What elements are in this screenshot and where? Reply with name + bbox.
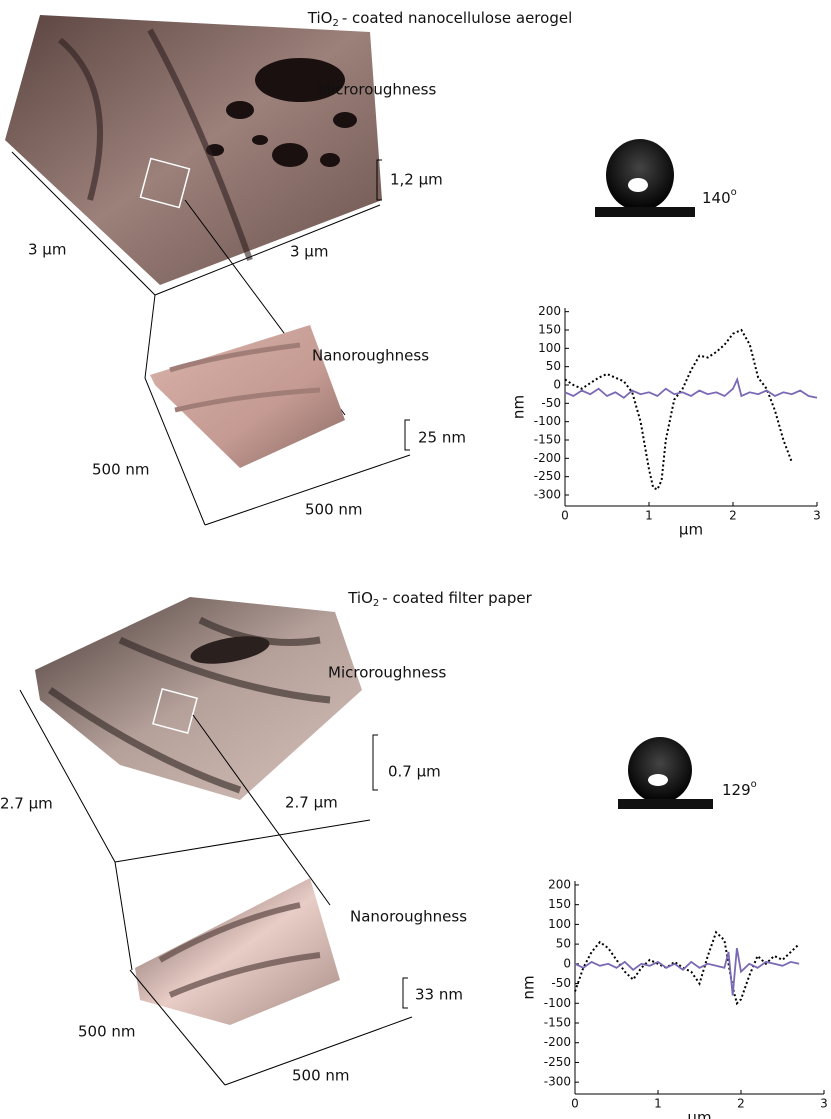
angle-unit: o [731,187,737,198]
micro-surface [20,597,378,970]
nano-side: 500 nm [92,461,150,479]
title-sub: 2 [373,598,379,609]
panel-title: TiO2 - coated nanocellulose aerogel [307,9,572,30]
y-tick-label: 100 [538,341,561,355]
title-part: - coated nanocellulose aerogel [342,9,572,27]
x-tick-label: 0 [571,1097,579,1111]
nano-side: 500 nm [305,501,363,519]
series-line [565,330,792,490]
figure: TiO2- coated nanocellulose aerogel Micro… [0,0,831,1119]
contact-angle: 129o [722,779,757,799]
y-tick-label: -100 [534,414,561,428]
y-tick-label: -300 [544,1075,571,1089]
micro-height: 1,2 µm [390,171,443,189]
nano-height: 33 nm [415,986,463,1004]
y-tick-label: -200 [534,451,561,465]
series-line [565,380,817,398]
angle: 129 [722,781,751,799]
y-tick-label: 0 [563,956,571,970]
droplet [595,139,695,217]
x-tick-label: 0 [561,509,569,523]
y-tick-label: 100 [548,917,571,931]
y-tick-label: 0 [553,378,561,392]
y-tick-label: -200 [544,1035,571,1049]
panel-title: TiO2- coated filter paper [347,589,532,610]
y-tick-label: -100 [544,996,571,1010]
micro-label: Microroughness [328,664,446,682]
micro-side: 2.7 µm [285,794,338,812]
y-tick-label: -250 [544,1055,571,1069]
y-tick-label: 150 [538,323,561,337]
micro-label: Microroughness [318,81,436,99]
micro-side: 2.7 µm [0,795,53,813]
y-axis-label: nm [520,975,538,999]
title-part: TiO [307,9,333,27]
title-part: TiO [347,589,373,607]
droplet [618,737,713,809]
angle-unit: o [751,779,757,790]
x-tick-label: 2 [737,1097,745,1111]
nano-height: 25 nm [418,429,466,447]
x-tick-label: 1 [654,1097,662,1111]
nano-label: Nanoroughness [350,908,467,926]
x-axis-label: µm [679,521,703,539]
contact-angle: 140o [702,187,737,207]
y-tick-label: -250 [534,469,561,483]
x-tick-label: 3 [813,509,821,523]
y-tick-label: -150 [544,1016,571,1030]
series-line [575,948,799,995]
y-tick-label: -300 [534,488,561,502]
y-tick-label: 200 [548,877,571,891]
nano-label: Nanoroughness [312,347,429,365]
title-part: - coated filter paper [382,589,532,607]
micro-side: 3 µm [290,243,328,261]
micro-height: 0.7 µm [388,763,441,781]
y-tick-label: -50 [541,396,561,410]
title-sub: 2 [332,18,338,29]
y-tick-label: -150 [534,433,561,447]
y-axis-label: nm [510,395,528,419]
nano-side: 500 nm [292,1067,350,1085]
x-tick-label: 3 [820,1097,828,1111]
y-tick-label: 50 [556,937,571,951]
y-tick-label: -50 [551,976,571,990]
x-tick-label: 2 [729,509,737,523]
nano-side: 500 nm [78,1023,136,1041]
series-line [575,932,799,1003]
micro-side: 3 µm [28,241,66,259]
y-tick-label: 150 [548,897,571,911]
y-tick-label: 50 [546,359,561,373]
x-tick-label: 1 [645,509,653,523]
x-axis-label: µm [687,1109,711,1119]
y-tick-label: 200 [538,304,561,318]
angle: 140 [702,189,731,207]
